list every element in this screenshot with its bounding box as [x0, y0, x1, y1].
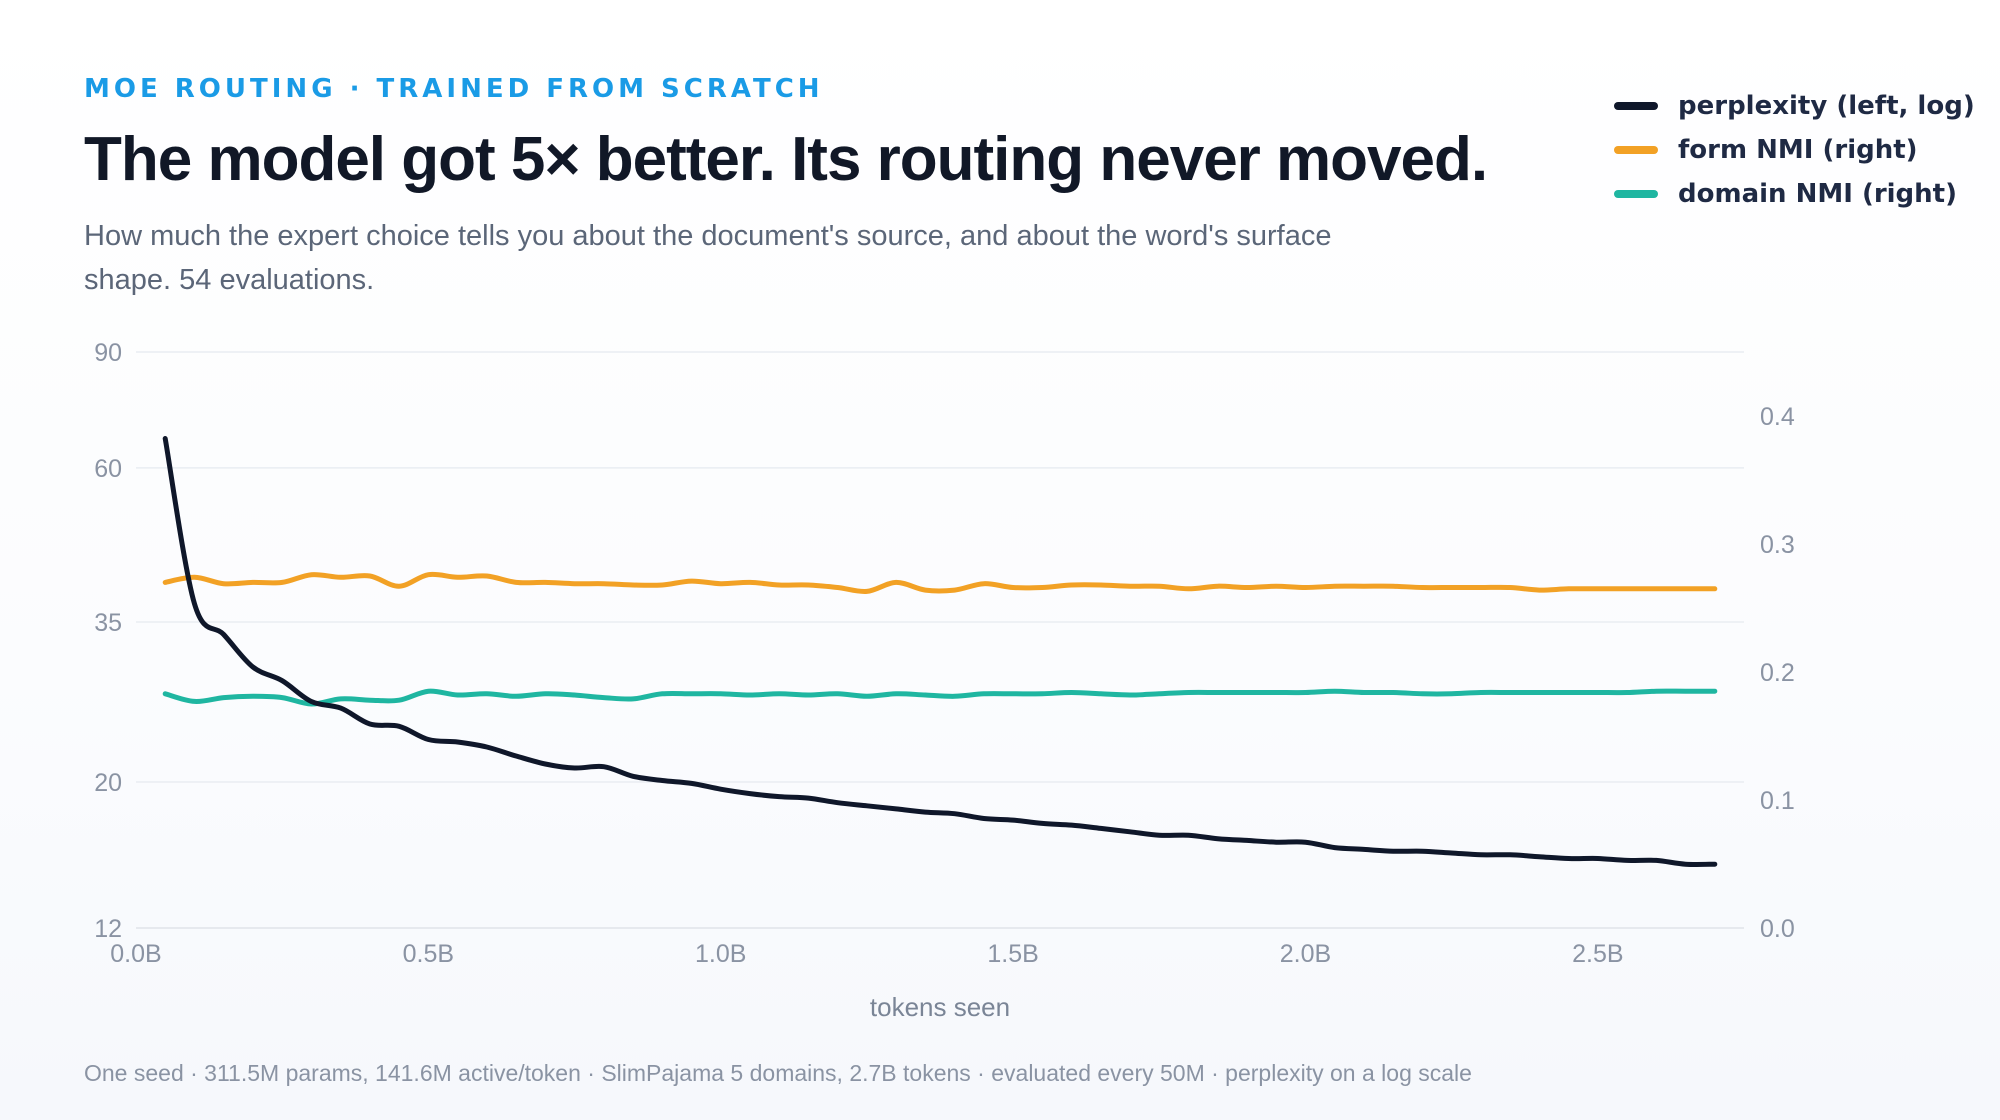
y-left-tick-label: 12: [94, 915, 122, 943]
y-right-tick-label: 0.3: [1760, 531, 1795, 559]
chart-subtitle: How much the expert choice tells you abo…: [84, 220, 1332, 296]
chart-eyebrow: MOE ROUTING · TRAINED FROM SCRATCH: [84, 74, 824, 104]
legend-label-form-nmi: form NMI (right): [1678, 135, 1918, 165]
x-tick-label: 2.5B: [1572, 940, 1623, 968]
y-right-tick-label: 0.0: [1760, 915, 1795, 943]
y-right-tick-label: 0.1: [1760, 787, 1795, 815]
legend-swatch-perplexity: [1614, 102, 1658, 110]
chart-footnote: One seed · 311.5M params, 141.6M active/…: [84, 1060, 1472, 1086]
perplexity-line: [162, 436, 1718, 867]
chart-title: The model got 5× better. Its routing nev…: [84, 125, 1488, 194]
x-tick-label: 2.0B: [1280, 940, 1331, 968]
legend-item-form-nmi: form NMI (right): [1614, 128, 1975, 172]
x-tick-label: 1.5B: [987, 940, 1038, 968]
legend-label-perplexity: perplexity (left, log): [1678, 91, 1975, 121]
y-left-tick-label: 60: [94, 455, 122, 483]
legend-item-domain-nmi: domain NMI (right): [1614, 172, 1975, 216]
domain-nmi-line: [162, 688, 1718, 707]
y-left-tick-label: 90: [94, 339, 122, 367]
y-left-tick-label: 35: [94, 609, 122, 637]
legend-label-domain-nmi: domain NMI (right): [1678, 179, 1957, 209]
form-nmi-line: [162, 571, 1718, 595]
legend-swatch-form-nmi: [1614, 146, 1658, 154]
x-tick-label: 0.0B: [110, 940, 161, 968]
legend-swatch-domain-nmi: [1614, 190, 1658, 198]
x-axis-title: tokens seen: [870, 992, 1010, 1022]
legend-item-perplexity: perplexity (left, log): [1614, 84, 1975, 128]
x-tick-label: 1.0B: [695, 940, 746, 968]
y-right-tick-label: 0.4: [1760, 403, 1795, 431]
y-right-tick-label: 0.2: [1760, 659, 1795, 687]
chart-legend: perplexity (left, log) form NMI (right) …: [1614, 84, 1975, 216]
y-left-tick-label: 20: [94, 769, 122, 797]
x-tick-label: 0.5B: [403, 940, 454, 968]
